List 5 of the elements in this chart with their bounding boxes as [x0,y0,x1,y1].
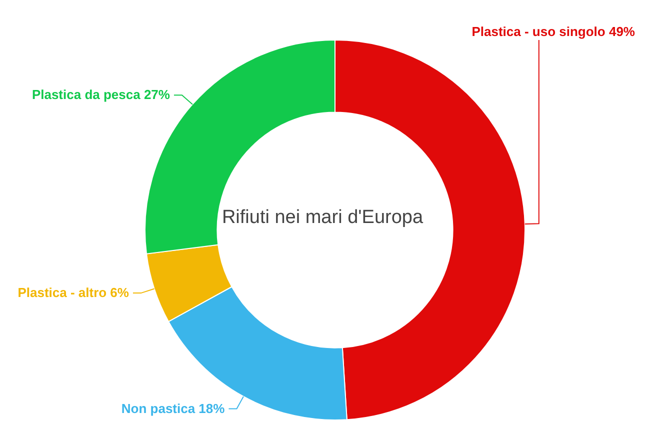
slice-label: Plastica da pesca 27% [32,87,170,102]
slice-label: Plastica - uso singolo 49% [472,24,636,39]
slice-label: Non pastica 18% [121,400,226,416]
slice-label: Plastica - altro 6% [18,285,130,300]
text: Rifiuti nei mari d'Europa [222,207,424,228]
